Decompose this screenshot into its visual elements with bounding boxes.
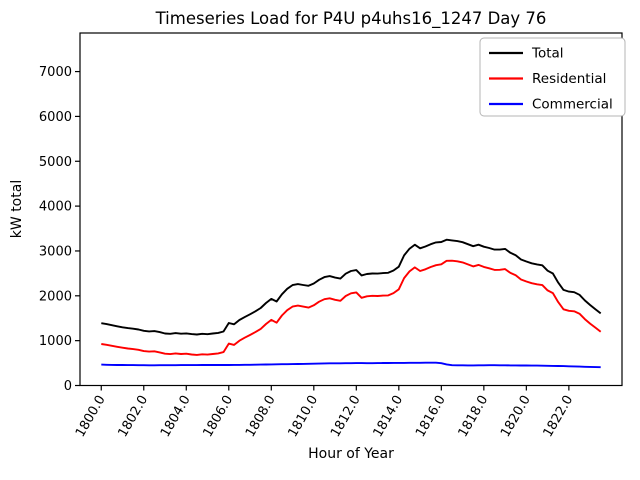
x-axis-ticks: 1800.0 1802.0 1804.0 1806.0 1808.0 1810.0 1812…	[73, 385, 577, 440]
x-tick-label: 1816.0	[413, 393, 449, 440]
chart-title: Timeseries Load for P4U p4uhs16_1247 Day…	[155, 9, 547, 29]
x-tick-label: 1814.0	[371, 393, 407, 440]
legend: Total Residential Commercial	[479, 37, 626, 117]
y-tick-label: 2000	[39, 289, 72, 304]
y-tick-label: 7000	[39, 65, 72, 80]
x-tick-label: 1802.0	[115, 393, 151, 440]
legend-box	[479, 37, 626, 117]
legend-label-total: Total	[531, 46, 564, 62]
x-axis-label: Hour of Year	[308, 446, 394, 462]
y-tick-label: 6000	[39, 110, 72, 125]
series-line-commercial	[101, 361, 601, 369]
x-tick-label: 1808.0	[243, 393, 279, 440]
legend-label-commercial: Commercial	[532, 97, 613, 113]
y-axis-ticks: 0 1000 2000 3000 4000 5000 6000 7000	[39, 65, 80, 394]
legend-label-residential: Residential	[532, 71, 606, 87]
x-tick-label: 1810.0	[286, 393, 322, 440]
x-tick-label: 1820.0	[498, 393, 534, 440]
x-tick-label: 1818.0	[456, 393, 492, 440]
x-tick-label: 1804.0	[158, 393, 194, 440]
y-tick-label: 5000	[39, 155, 72, 170]
y-tick-label: 3000	[39, 244, 72, 259]
plot-frame	[79, 32, 623, 387]
y-tick-label: 0	[64, 379, 72, 394]
series-line-residential	[101, 259, 602, 356]
x-tick-label: 1806.0	[201, 393, 237, 440]
series-lines	[101, 238, 602, 369]
x-tick-label: 1822.0	[541, 393, 577, 440]
y-tick-label: 1000	[39, 334, 72, 349]
y-axis-label: kW total	[9, 180, 25, 238]
series-line-total	[101, 238, 602, 336]
x-tick-label: 1800.0	[73, 393, 109, 440]
x-tick-label: 1812.0	[328, 393, 364, 440]
y-tick-label: 4000	[39, 200, 72, 215]
